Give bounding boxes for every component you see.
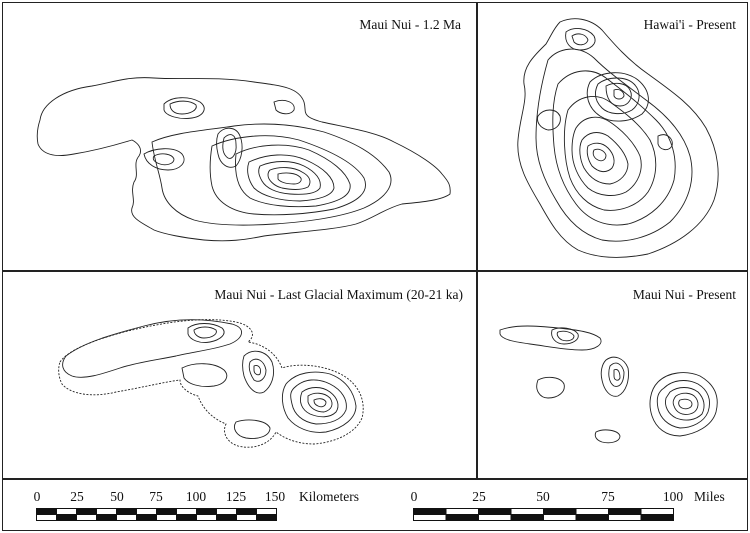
contour-3 bbox=[235, 144, 351, 208]
west-maui bbox=[600, 356, 629, 397]
contour-3 bbox=[563, 95, 657, 211]
panel-title: Maui Nui - 1.2 Ma bbox=[359, 17, 461, 32]
kahoolawe bbox=[594, 429, 621, 444]
km-scale-bar bbox=[36, 508, 277, 521]
contour-4 bbox=[247, 154, 335, 202]
haleakala-1 bbox=[281, 371, 357, 433]
km-tick-label: 25 bbox=[70, 489, 84, 504]
contour-6 bbox=[267, 167, 311, 190]
panel-title: Maui Nui - Present bbox=[632, 287, 736, 302]
km-unit-label: Kilometers bbox=[299, 489, 359, 504]
map-panel-maui-nui-1.2ma: Maui Nui - 1.2 Ma bbox=[4, 4, 475, 269]
mi-unit-label: Miles bbox=[694, 489, 725, 504]
km-tick-label: 75 bbox=[149, 489, 163, 504]
west-maui bbox=[242, 350, 275, 394]
mi-tick-label: 75 bbox=[601, 489, 615, 504]
contour-6 bbox=[586, 142, 615, 173]
mauna-kea-1 bbox=[586, 72, 649, 122]
summit-mid bbox=[216, 127, 243, 168]
contour-1 bbox=[151, 123, 392, 226]
divider-horizontal-scale bbox=[2, 478, 748, 480]
km-tick-label: 125 bbox=[225, 489, 247, 504]
contour-7 bbox=[277, 172, 302, 185]
contour-map bbox=[499, 325, 718, 444]
panel-title: Hawai'i - Present bbox=[643, 17, 736, 32]
hualalai bbox=[537, 109, 561, 131]
divider-horizontal-mid bbox=[2, 270, 748, 272]
km-tick-label: 150 bbox=[264, 489, 286, 504]
contour-map bbox=[58, 319, 364, 448]
haleakala-1 bbox=[649, 372, 718, 437]
panel-title: Maui Nui - Last Glacial Maximum (20-21 k… bbox=[214, 287, 463, 302]
mi-tick-label: 50 bbox=[536, 489, 550, 504]
contour-map bbox=[517, 18, 719, 258]
map-panel-maui-nui-lgm: Maui Nui - Last Glacial Maximum (20-21 k… bbox=[4, 272, 475, 477]
coastline bbox=[517, 18, 719, 258]
mi-tick-label: 0 bbox=[410, 489, 418, 504]
mi-tick-label: 25 bbox=[472, 489, 486, 504]
mi-scale-bar bbox=[413, 508, 674, 521]
lanai bbox=[536, 376, 565, 399]
summit-west bbox=[163, 97, 205, 119]
km-tick-label: 100 bbox=[185, 489, 207, 504]
contour-map bbox=[36, 77, 451, 242]
contour-2 bbox=[209, 135, 366, 216]
molokai bbox=[499, 325, 602, 351]
lanai bbox=[181, 363, 228, 387]
kahoolawe bbox=[234, 419, 271, 439]
divider-vertical bbox=[476, 2, 478, 478]
contour-5 bbox=[579, 132, 629, 185]
contour-4 bbox=[571, 116, 642, 196]
contour-west-island bbox=[143, 148, 185, 171]
km-tick-label: 50 bbox=[110, 489, 124, 504]
molokai bbox=[62, 319, 242, 378]
km-tick-label: 0 bbox=[33, 489, 41, 504]
coastline bbox=[36, 77, 451, 242]
kohala bbox=[565, 28, 596, 51]
contour-5 bbox=[258, 161, 321, 195]
mi-tick-label: 100 bbox=[662, 489, 684, 504]
contour-2 bbox=[552, 70, 676, 226]
map-panel-maui-nui-present: Maui Nui - Present bbox=[478, 272, 746, 477]
lgm-outline bbox=[58, 319, 364, 448]
contour-1 bbox=[535, 48, 693, 242]
map-panel-hawaii-present: Hawai'i - Present bbox=[478, 4, 746, 269]
